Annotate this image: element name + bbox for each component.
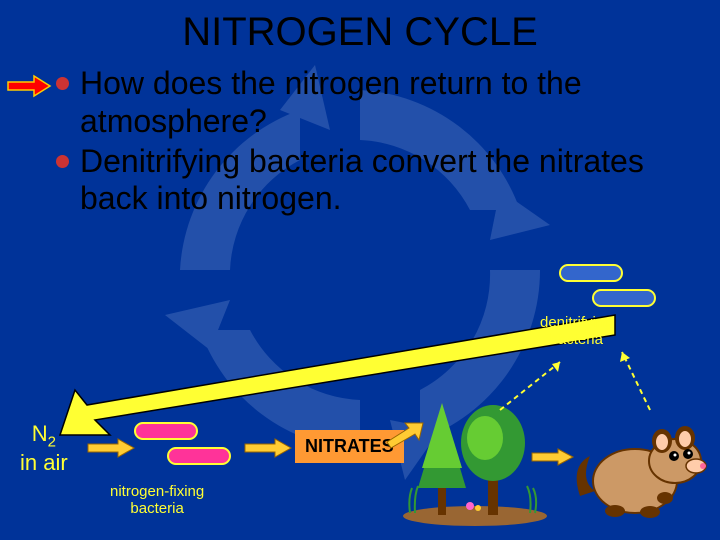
denitrifying-bacteria-icon — [555, 260, 665, 315]
bullet-pointer-icon — [6, 74, 52, 98]
bullet-item: How does the nitrogen return to the atmo… — [56, 65, 690, 141]
dashed-arrow — [490, 350, 580, 420]
flow-arrow — [243, 438, 293, 458]
flow-arrow — [86, 438, 136, 458]
bullet-text: Denitrifying bacteria convert the nitrat… — [80, 143, 644, 217]
animal-icon — [570, 406, 710, 526]
bullet-list: How does the nitrogen return to the atmo… — [56, 65, 690, 220]
bullet-dot-icon — [56, 155, 69, 168]
flow-arrow — [385, 420, 425, 450]
nitrogen-fixing-bacteria-icon — [130, 418, 240, 473]
bullet-text: How does the nitrogen return to the atmo… — [80, 65, 582, 139]
n2-label: N2 in air — [20, 422, 68, 475]
nitrogen-fixing-label: nitrogen-fixing bacteria — [110, 484, 204, 517]
flow-arrow — [530, 448, 575, 466]
denitrifying-label: denitrifying bacteria — [540, 315, 613, 348]
bullet-item: Denitrifying bacteria convert the nitrat… — [56, 143, 690, 219]
bullet-dot-icon — [56, 77, 69, 90]
slide-title: NITROGEN CYCLE — [0, 10, 720, 55]
